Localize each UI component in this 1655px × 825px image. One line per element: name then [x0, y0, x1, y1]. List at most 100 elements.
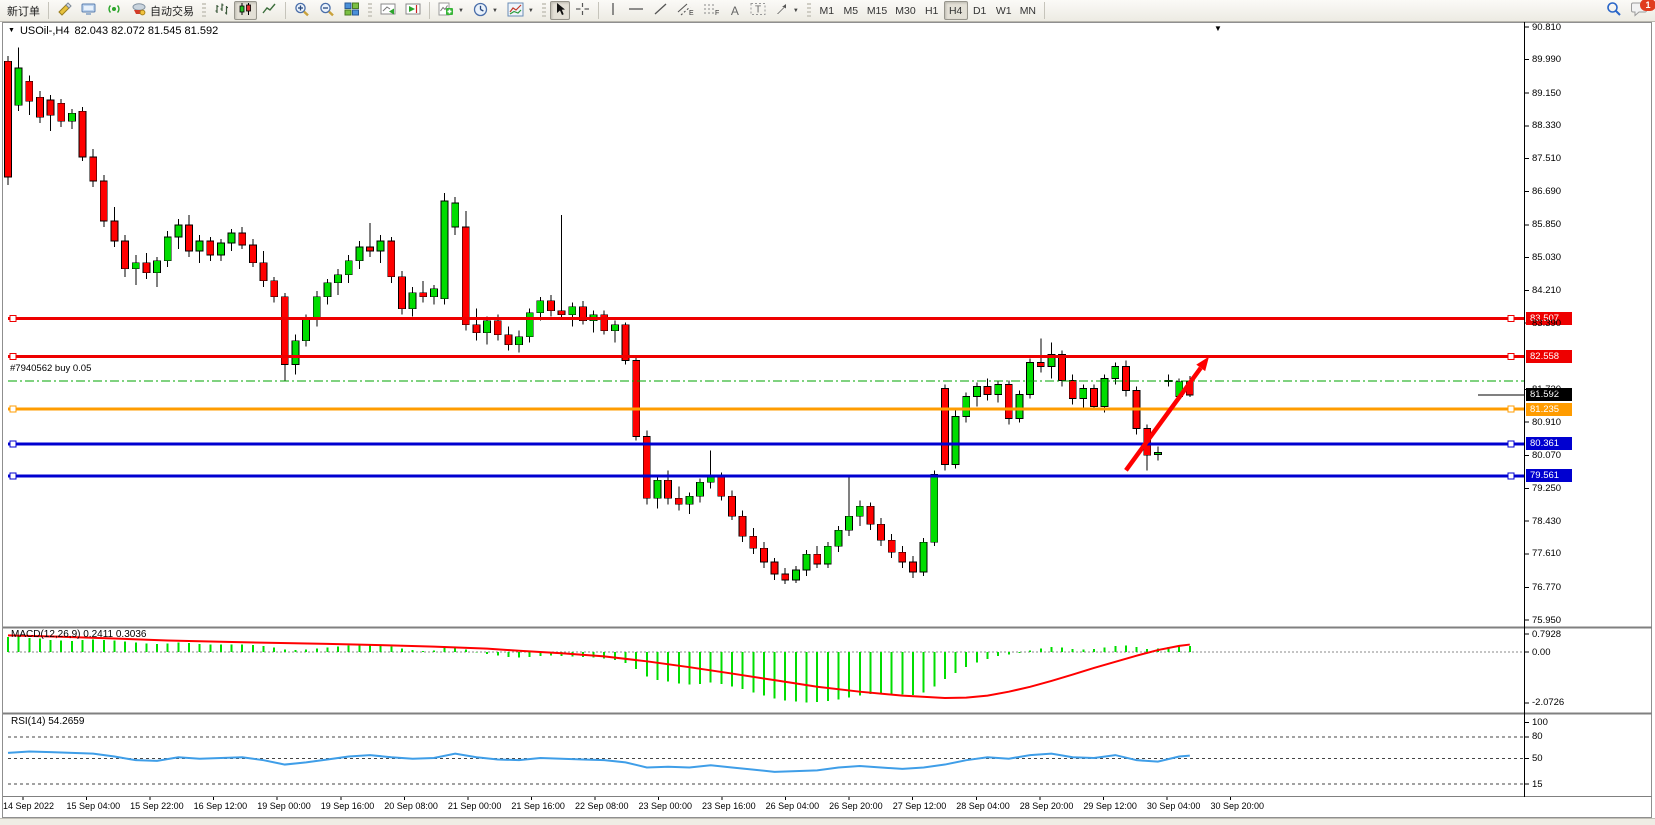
line-handle[interactable]: [1507, 472, 1515, 480]
text-label-button[interactable]: T: [746, 1, 770, 20]
line-handle[interactable]: [9, 472, 17, 480]
chart-symbol-period: USOil-,H4: [19, 25, 70, 37]
candle: [1047, 354, 1056, 367]
line-handle[interactable]: [9, 440, 17, 448]
rsi-indicator-label: RSI(14) 54.2659: [11, 716, 85, 727]
rsi-axis-label: 15: [1532, 778, 1543, 790]
candle: [302, 318, 311, 342]
cursor-button[interactable]: [549, 1, 570, 20]
candle: [472, 324, 481, 334]
trend-arrow-head[interactable]: [1196, 356, 1209, 372]
search-button[interactable]: [1602, 1, 1626, 20]
timeframe-button-m5[interactable]: M5: [843, 4, 859, 17]
fibonacci-glyph: F: [715, 10, 719, 16]
candle: [78, 110, 87, 158]
candle: [1153, 451, 1162, 455]
price-tick-label: 85.850: [1532, 219, 1562, 231]
chart-ohlc-values: 82.043 82.072 81.545 81.592: [74, 25, 219, 37]
zoom-out-button[interactable]: [315, 1, 339, 20]
chart-shift-icon: [405, 2, 421, 19]
timeframe-button-w1[interactable]: W1: [995, 4, 1012, 17]
vertical-line-button[interactable]: [603, 1, 623, 20]
timeframe-button-m15[interactable]: M15: [866, 4, 888, 17]
trendline-button[interactable]: [649, 1, 672, 20]
line-handle[interactable]: [9, 314, 17, 322]
candle: [259, 262, 268, 282]
candle: [163, 236, 172, 262]
chart-shift-marker-icon[interactable]: ▼: [1214, 24, 1222, 33]
chart-shift-button[interactable]: [401, 1, 425, 20]
channel-button[interactable]: E: [673, 1, 698, 20]
time-axis-label: 26 Sep 04:00: [765, 801, 820, 811]
chat-button[interactable]: 1: [1627, 0, 1655, 20]
metaeditor-button[interactable]: [53, 1, 76, 20]
candle: [664, 479, 673, 499]
horizontal-line-button[interactable]: [624, 1, 648, 20]
candle: [1185, 381, 1194, 396]
add-indicator-button[interactable]: ▼: [434, 1, 468, 20]
crosshair-icon: [575, 2, 590, 19]
price-tick-label: 89.990: [1532, 54, 1562, 66]
text-button[interactable]: A: [725, 1, 745, 20]
candle: [185, 224, 193, 252]
line-handle[interactable]: [1507, 405, 1515, 413]
time-axis-label: 20 Sep 08:00: [384, 801, 438, 811]
chevron-down-icon: ▼: [491, 7, 498, 14]
line-handle[interactable]: [9, 405, 17, 413]
arrows-tool-button[interactable]: ▼: [771, 1, 803, 20]
candle: [57, 102, 66, 122]
autoscroll-icon: [380, 2, 396, 19]
line-handle[interactable]: [1507, 440, 1515, 448]
candle: [972, 386, 981, 397]
candle: [983, 386, 992, 395]
line-handle[interactable]: [9, 352, 17, 360]
autoscroll-button[interactable]: [376, 1, 400, 20]
candle: [600, 314, 609, 332]
candlestick-chart-icon: [238, 2, 253, 19]
candlestick-chart-button[interactable]: [234, 1, 257, 20]
templates-button[interactable]: ▼: [503, 1, 538, 20]
candle: [312, 296, 321, 320]
candle: [153, 260, 161, 274]
line-chart-button[interactable]: [258, 1, 281, 20]
signals-button[interactable]: [102, 1, 126, 20]
periods-button[interactable]: ▼: [469, 1, 502, 20]
toolbar-separator: [285, 2, 286, 19]
timeframe-button-m30[interactable]: M30: [895, 4, 916, 17]
fibonacci-button[interactable]: F: [699, 1, 724, 20]
candle: [930, 473, 939, 543]
toolbar-separator: [1044, 2, 1046, 19]
candle: [909, 561, 917, 573]
macd-indicator-label: MACD(12,26,9) 0.2411 0.3036: [11, 629, 147, 640]
time-axis-label: 29 Sep 12:00: [1083, 801, 1137, 811]
chart-title-collapse-icon[interactable]: ▼: [8, 26, 15, 34]
trend-arrow[interactable]: [1124, 366, 1203, 472]
candle: [461, 226, 470, 326]
candle: [504, 334, 513, 346]
zoom-in-button[interactable]: [290, 1, 314, 20]
toolbar-separator: [48, 2, 49, 19]
market-button[interactable]: [77, 1, 101, 20]
templates-icon: [507, 2, 524, 20]
bar-chart-icon: [214, 2, 229, 19]
timeframe-button-d1[interactable]: D1: [972, 4, 987, 17]
price-tick-label: 85.030: [1532, 252, 1562, 264]
timeframe-button-m1[interactable]: M1: [819, 4, 835, 17]
new-order-button[interactable]: 新订单: [3, 1, 44, 20]
price-tick-label: 79.250: [1532, 482, 1562, 494]
candle: [781, 573, 790, 581]
crosshair-button[interactable]: [571, 1, 594, 20]
line-handle[interactable]: [1507, 352, 1515, 360]
candle: [227, 232, 236, 244]
autotrading-button[interactable]: 自动交易: [127, 1, 198, 20]
bar-chart-button[interactable]: [210, 1, 233, 20]
timeframe-button-mn[interactable]: MN: [1019, 4, 1037, 17]
tile-windows-button[interactable]: [340, 1, 364, 20]
rsi-axis-label: 80: [1532, 731, 1543, 743]
timeframe-button-h1[interactable]: H1: [924, 4, 939, 17]
line-handle[interactable]: [1507, 314, 1515, 322]
time-axis-label: 22 Sep 08:00: [574, 801, 629, 811]
candle: [1068, 380, 1077, 399]
timeframe-button-h4[interactable]: H4: [943, 1, 968, 20]
